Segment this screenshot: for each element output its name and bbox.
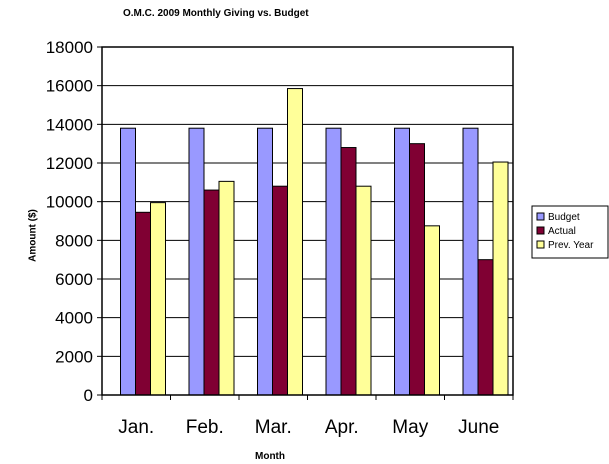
y-tick-label: 14000 [46, 115, 93, 134]
y-tick-label: 6000 [55, 270, 93, 289]
y-tick-label: 0 [84, 386, 93, 405]
bar-actual-mar [272, 185, 288, 396]
chart-title: O.M.C. 2009 Monthly Giving vs. Budget [123, 8, 309, 19]
legend-entry: Prev. Year [548, 240, 594, 251]
y-tick-label: 2000 [55, 347, 93, 366]
bar-budget-may [394, 127, 410, 396]
legend-swatch [536, 212, 545, 221]
bar-actual-june [477, 259, 494, 396]
bar-prev-year-feb [218, 180, 235, 396]
x-tick-label: May [392, 417, 428, 438]
bar-prev-year-june [492, 161, 509, 396]
y-tick-label: 10000 [46, 193, 93, 212]
bar-budget-mar [257, 127, 273, 396]
x-axis-label: Month [255, 451, 285, 462]
x-tick-label: Jan. [118, 417, 154, 438]
bar-actual-apr [340, 147, 357, 396]
y-tick-label: 12000 [46, 154, 93, 173]
bar-actual-may [409, 143, 425, 396]
x-tick-label: June [458, 417, 499, 438]
legend-box [531, 205, 609, 259]
bar-budget-apr [325, 127, 342, 396]
legend-swatch [536, 240, 545, 249]
legend-entry: Actual [548, 226, 576, 237]
x-tick-label: Feb. [186, 417, 224, 438]
bar-prev-year-apr [355, 185, 372, 396]
bar-budget-jan [120, 127, 136, 396]
y-tick-label: 18000 [46, 38, 93, 57]
legend-entry: Budget [548, 212, 580, 223]
y-tick-label: 8000 [55, 231, 93, 250]
x-tick-label: Mar. [255, 417, 292, 438]
bar-budget-feb [188, 127, 205, 396]
x-tick-label: Apr. [325, 417, 359, 438]
bar-actual-feb [203, 189, 220, 396]
bar-actual-jan [135, 211, 151, 396]
y-tick-label: 16000 [46, 77, 93, 96]
bar-budget-june [462, 127, 479, 396]
bar-prev-year-may [424, 225, 440, 396]
bar-prev-year-mar [287, 88, 303, 396]
legend-swatch [536, 226, 545, 235]
y-tick-label: 4000 [55, 309, 93, 328]
bar-prev-year-jan [150, 202, 166, 396]
